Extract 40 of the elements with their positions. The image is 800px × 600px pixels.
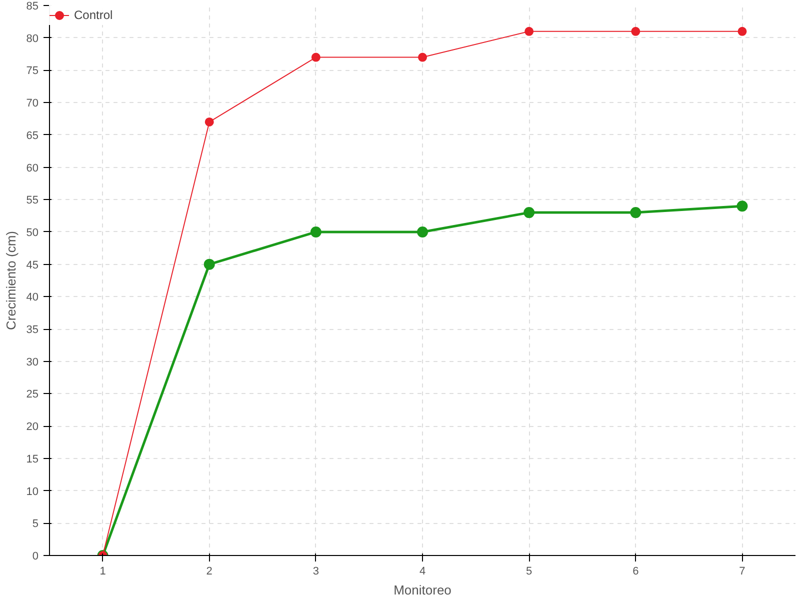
y-tick-label: 70 (26, 98, 39, 110)
point (310, 226, 322, 238)
y-tick-label: 0 (32, 550, 39, 562)
y-tick-label: 30 (26, 356, 39, 368)
legend-label: Control (74, 8, 113, 22)
point (204, 117, 214, 126)
x-tick-label: 5 (526, 566, 532, 578)
x-axis-title: Monitoreo (394, 582, 452, 598)
point (630, 207, 642, 218)
y-tick-label: 20 (26, 421, 39, 434)
y-tick-label: 40 (26, 292, 39, 304)
y-tick-label: 75 (26, 65, 39, 78)
x-tick-label: 7 (739, 566, 746, 578)
point (631, 26, 640, 36)
y-tick-label: 55 (26, 194, 39, 207)
y-tick-label: 35 (26, 324, 39, 336)
point (417, 226, 428, 238)
y-tick-label: 10 (26, 486, 39, 498)
x-tick-label: 2 (206, 566, 212, 578)
y-tick-label: 15 (26, 453, 39, 466)
point (524, 207, 535, 218)
y-tick-label: 65 (26, 130, 39, 142)
y-tick-label: 45 (26, 259, 39, 272)
y-tick-label: 50 (26, 226, 39, 239)
y-tick-label: 60 (26, 162, 39, 174)
y-tick-label: 85 (26, 0, 39, 12)
y-axis-title: Crecimiento (cm) (3, 231, 18, 330)
y-tick-label: 80 (26, 32, 39, 45)
point (736, 200, 748, 212)
point (311, 52, 320, 62)
x-tick-label: 4 (419, 566, 426, 578)
x-tick-label: 6 (632, 566, 639, 578)
y-tick-label: 5 (32, 518, 39, 530)
point (204, 258, 215, 270)
point (738, 26, 747, 36)
x-tick-label: 1 (100, 566, 106, 578)
point (418, 52, 427, 62)
point (524, 26, 534, 36)
y-tick-label: 25 (26, 388, 39, 401)
x-tick-label: 3 (312, 566, 319, 578)
